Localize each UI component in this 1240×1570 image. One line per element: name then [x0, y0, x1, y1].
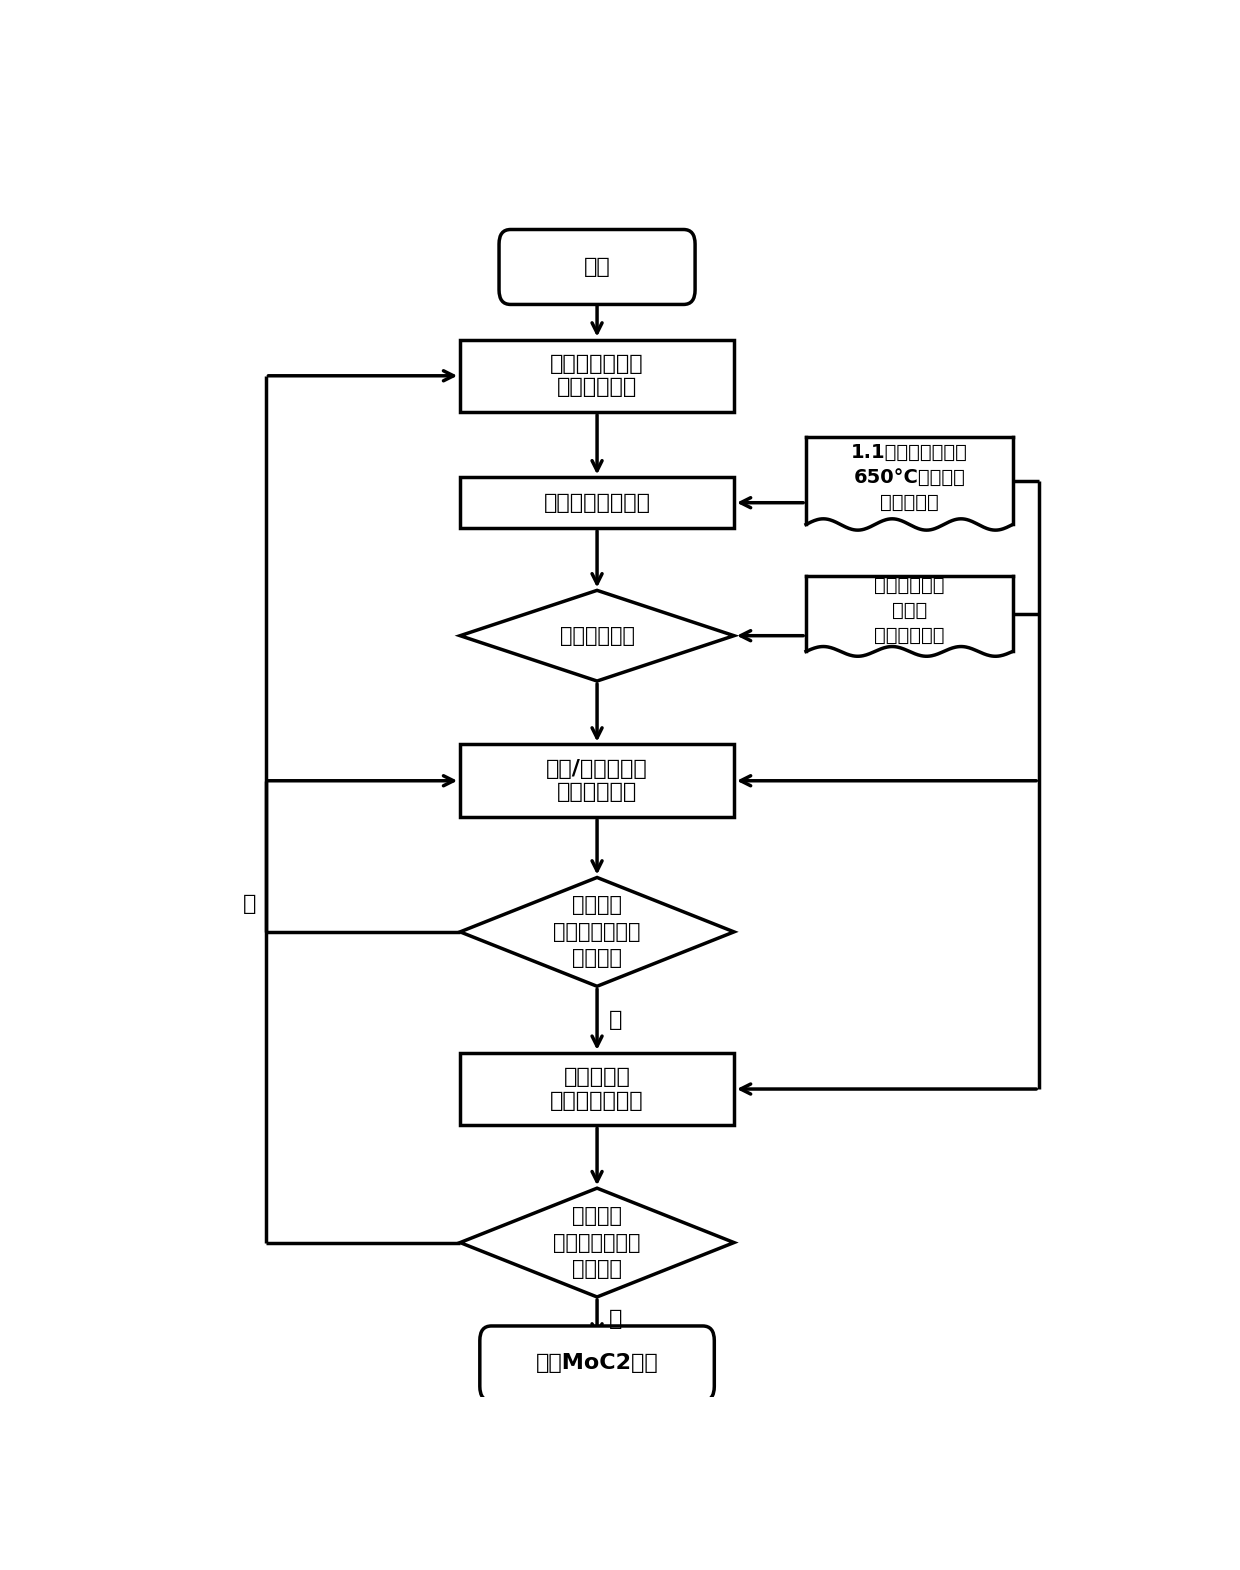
- Text: 临界载荷下
校核机匣静强度: 临界载荷下 校核机匣静强度: [551, 1068, 644, 1110]
- FancyBboxPatch shape: [480, 1327, 714, 1400]
- Text: 是: 是: [609, 1309, 622, 1328]
- Text: 燃烧室整体机匣
几何参数建模: 燃烧室整体机匣 几何参数建模: [551, 355, 644, 397]
- Bar: [460, 744, 734, 816]
- Bar: [460, 1053, 734, 1126]
- Text: 线性屈曲失稳分析: 线性屈曲失稳分析: [543, 493, 651, 513]
- Text: 否: 否: [243, 893, 255, 914]
- Text: 开始: 开始: [584, 257, 610, 276]
- Polygon shape: [460, 878, 734, 986]
- Polygon shape: [460, 1188, 734, 1297]
- Polygon shape: [460, 590, 734, 681]
- Bar: [460, 477, 734, 528]
- Text: 判断失稳部件: 判断失稳部件: [559, 626, 635, 645]
- Text: 应力标准
变形量是否符合
适航要求: 应力标准 变形量是否符合 适航要求: [553, 1206, 641, 1280]
- FancyBboxPatch shape: [498, 229, 696, 305]
- Text: 是否稳定
变形量是否符合
适航要求: 是否稳定 变形量是否符合 适航要求: [553, 895, 641, 969]
- Text: 燃烧室外机匣
扩压器
燃烧室内机匣: 燃烧室外机匣 扩压器 燃烧室内机匣: [874, 576, 945, 645]
- Text: 1.1倍最大工作压力
650°C工作温度
气动轴向力: 1.1倍最大工作压力 650°C工作温度 气动轴向力: [851, 443, 968, 512]
- Bar: [460, 339, 734, 411]
- Text: 几何/材料非线性
屈曲失稳分析: 几何/材料非线性 屈曲失稳分析: [546, 760, 649, 802]
- Text: 是: 是: [609, 1010, 622, 1030]
- Text: 完成MoC2分析: 完成MoC2分析: [536, 1353, 658, 1374]
